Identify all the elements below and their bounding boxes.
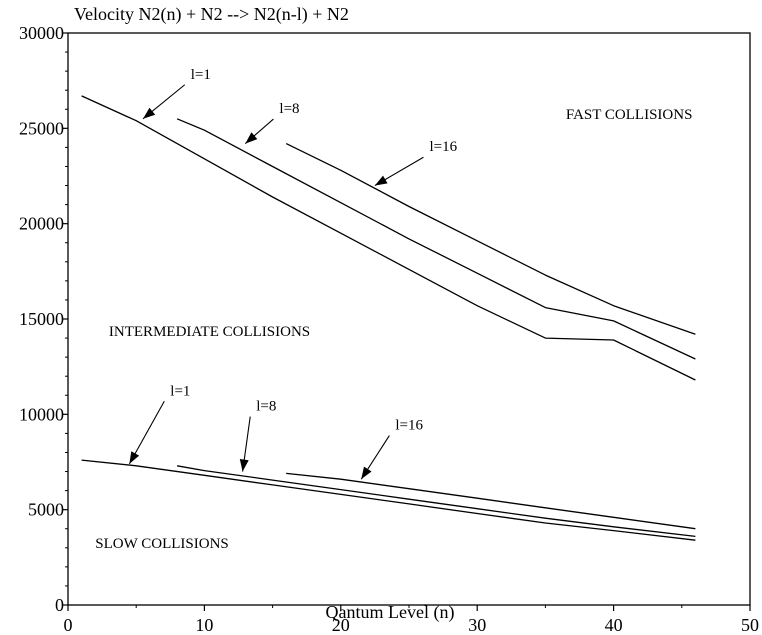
y-tick-label: 30000 [19,23,64,43]
annotation-label: l=16 [395,418,423,434]
series-line-fast-l1 [81,95,696,381]
x-tick-label: 10 [195,615,213,635]
arrowhead [361,466,372,480]
arrowhead [239,459,249,472]
annotation-label: FAST COLLISIONS [566,107,693,123]
y-tick-label: 15000 [19,309,64,329]
y-tick-label: 0 [55,595,64,615]
annotation-label: l=16 [429,139,457,155]
arrowhead [374,175,388,186]
annotation-label: SLOW COLLISIONS [95,536,228,552]
arrowhead [245,132,258,144]
x-tick-label: 0 [64,615,73,635]
y-tick-label: 10000 [19,404,64,424]
arrowhead [129,451,140,464]
x-tick-label: 50 [741,615,759,635]
annotation-label: l=1 [191,67,211,83]
x-tick-label: 20 [332,615,350,635]
annotation-label: l=1 [170,383,190,399]
series-line-fast-l16 [285,143,696,335]
series-line-slow-l8 [176,465,696,538]
x-tick-label: 40 [605,615,623,635]
series-line-slow-l1 [81,459,696,541]
arrowhead [143,107,156,119]
y-tick-label: 25000 [19,118,64,138]
x-axis: 0 10 20 30 40 50 [64,605,759,635]
x-axis-label: Qantum Level (n) [326,602,455,623]
y-tick-label: 5000 [28,500,64,520]
annotation-layer: FAST COLLISIONS INTERMEDIATE COLLISIONS SL… [95,67,692,552]
series-line-fast-l8 [176,118,696,360]
annotation-label: l=8 [256,399,276,415]
annotation-label: l=8 [279,101,299,117]
series-layer [81,95,696,541]
series-line-slow-l16 [286,472,696,530]
x-tick-label: 30 [468,615,486,635]
y-axis: 0 5000 10000 15000 20000 25000 30000 [19,23,68,615]
chart-title: Velocity N2(n) + N2 --> N2(n-l) + N2 [74,4,349,25]
annotation-label: INTERMEDIATE COLLISIONS [109,324,310,340]
y-tick-label: 20000 [19,214,64,234]
